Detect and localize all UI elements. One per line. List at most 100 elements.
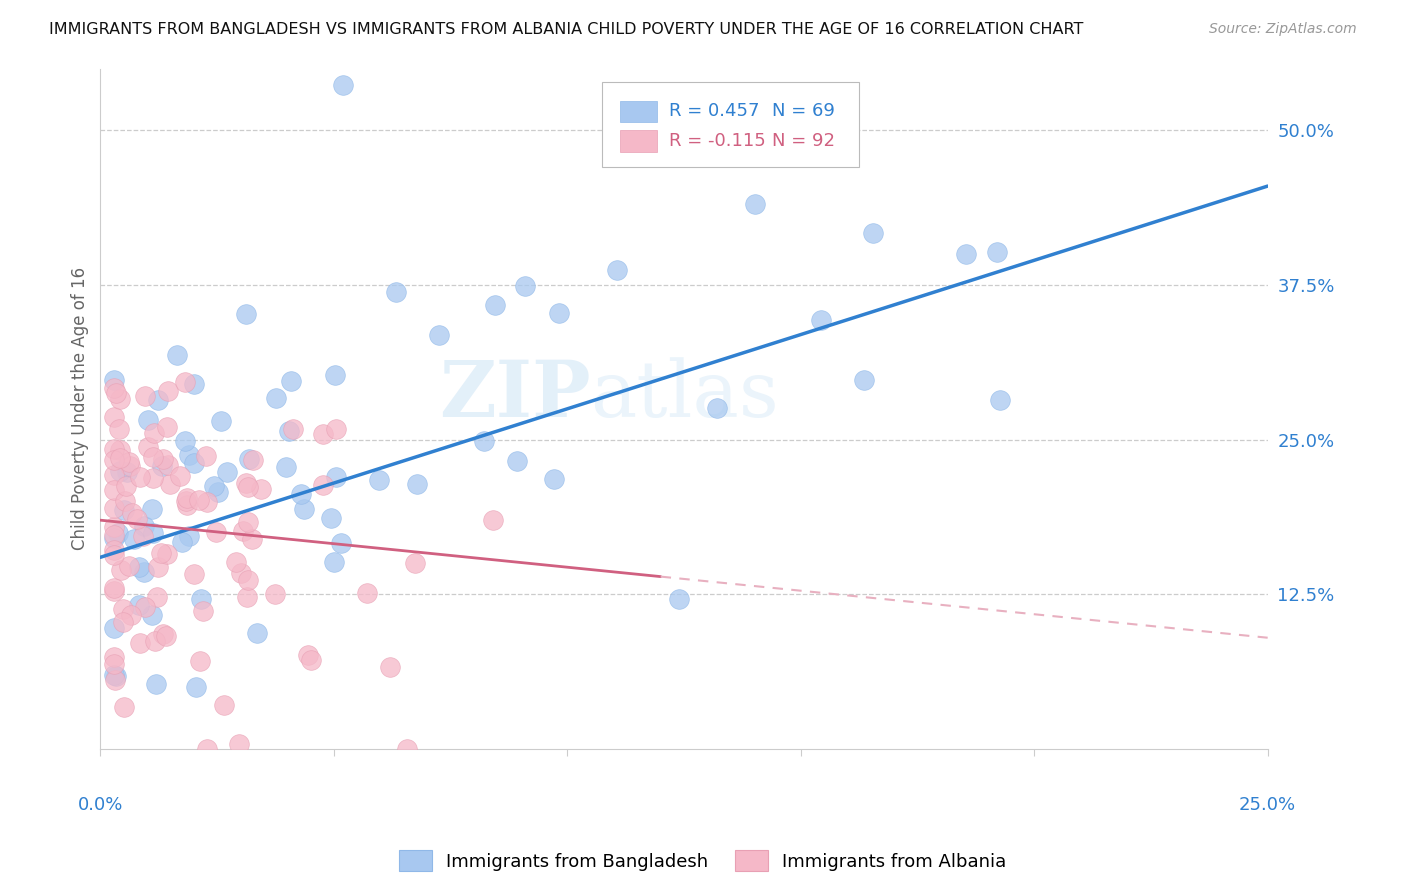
Point <box>110 464 132 478</box>
Point <box>110 442 132 457</box>
Point <box>186 680 208 694</box>
Point <box>472 434 495 449</box>
Point <box>104 668 127 682</box>
Point <box>156 548 179 562</box>
Point <box>174 434 197 448</box>
Point <box>380 659 402 673</box>
Point <box>142 471 165 485</box>
Point <box>668 592 690 607</box>
Point <box>195 495 218 509</box>
Point <box>405 476 427 491</box>
Point <box>112 700 135 714</box>
Point <box>145 591 167 605</box>
Point <box>299 653 322 667</box>
Point <box>176 498 198 512</box>
Point <box>150 546 173 560</box>
Point <box>231 566 253 580</box>
Point <box>202 479 225 493</box>
Point <box>118 455 141 469</box>
Point <box>115 478 138 492</box>
Text: N = 69: N = 69 <box>772 103 834 120</box>
Point <box>955 247 977 261</box>
Point <box>706 401 728 416</box>
Point <box>986 244 1008 259</box>
Point <box>810 312 832 326</box>
Point <box>988 392 1011 407</box>
Point <box>115 466 138 480</box>
Point <box>141 608 163 623</box>
Point <box>188 654 211 668</box>
Point <box>325 422 347 436</box>
Text: R = 0.457: R = 0.457 <box>669 103 759 120</box>
Point <box>118 558 141 573</box>
Point <box>311 427 333 442</box>
Point <box>146 559 169 574</box>
Point <box>332 78 354 92</box>
Point <box>281 422 304 436</box>
Point <box>108 422 131 436</box>
Point <box>103 442 125 457</box>
Point <box>249 482 271 496</box>
Point <box>111 602 134 616</box>
Point <box>103 667 125 681</box>
Point <box>118 458 141 473</box>
Point <box>155 629 177 643</box>
Point <box>290 487 312 501</box>
Text: IMMIGRANTS FROM BANGLADESH VS IMMIGRANTS FROM ALBANIA CHILD POVERTY UNDER THE AG: IMMIGRANTS FROM BANGLADESH VS IMMIGRANTS… <box>49 22 1084 37</box>
Point <box>103 501 125 516</box>
Point <box>236 515 259 529</box>
Point <box>197 742 219 756</box>
Point <box>280 374 302 388</box>
Point <box>114 494 136 508</box>
Point <box>548 306 571 320</box>
Point <box>225 555 247 569</box>
Point <box>159 476 181 491</box>
Point <box>853 373 876 387</box>
Point <box>183 456 205 470</box>
Text: ZIP: ZIP <box>439 357 591 434</box>
Point <box>103 621 125 635</box>
Point <box>128 560 150 574</box>
Point <box>240 532 263 546</box>
Point <box>242 453 264 467</box>
Point <box>190 591 212 606</box>
Point <box>606 263 628 277</box>
Point <box>174 493 197 508</box>
Point <box>103 548 125 562</box>
Point <box>169 468 191 483</box>
Point <box>104 673 127 688</box>
Point <box>325 470 347 484</box>
Point <box>110 562 132 576</box>
Point <box>131 529 153 543</box>
Point <box>176 491 198 505</box>
Point <box>264 587 287 601</box>
Point <box>103 649 125 664</box>
Point <box>177 529 200 543</box>
Point <box>329 536 352 550</box>
Point <box>204 524 226 539</box>
Point <box>235 476 257 491</box>
FancyBboxPatch shape <box>602 82 859 167</box>
Point <box>128 599 150 613</box>
Point <box>146 393 169 408</box>
Point <box>228 737 250 751</box>
Point <box>103 519 125 533</box>
Point <box>103 581 125 595</box>
Point <box>238 574 260 588</box>
Point <box>157 458 180 473</box>
Point <box>129 636 152 650</box>
Point <box>136 440 159 454</box>
Point <box>319 510 342 524</box>
Point <box>103 542 125 557</box>
Point <box>142 426 165 441</box>
Point <box>145 677 167 691</box>
Point <box>103 373 125 387</box>
Point <box>103 381 125 395</box>
Point <box>103 467 125 482</box>
Point <box>111 615 134 629</box>
Point <box>156 420 179 434</box>
Point <box>235 307 257 321</box>
Point <box>274 460 297 475</box>
Point <box>215 465 238 479</box>
Point <box>134 599 156 614</box>
